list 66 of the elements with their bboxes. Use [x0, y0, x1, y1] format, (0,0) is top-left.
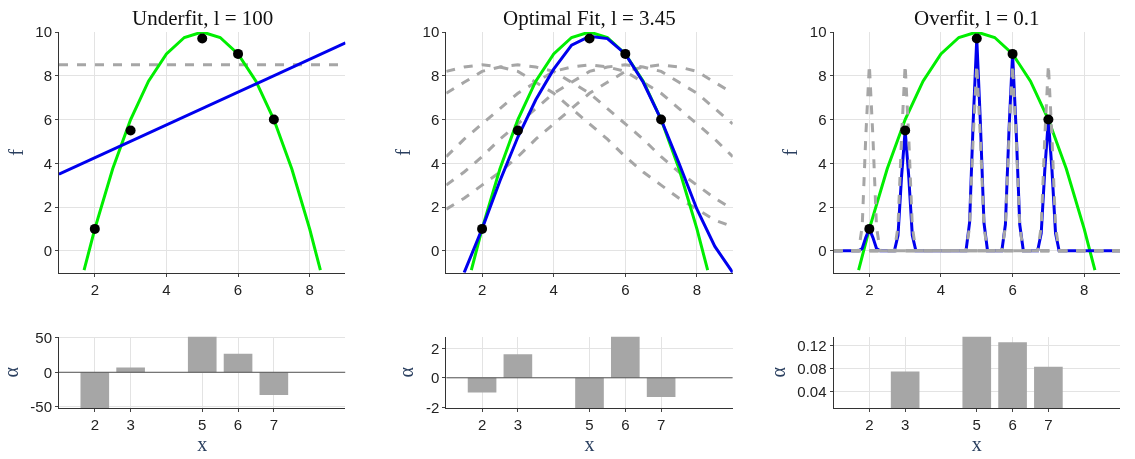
x-tick-label: 7	[656, 416, 666, 433]
chart-title: Underfit, l = 100	[132, 6, 274, 30]
x-tick-label: 6	[233, 280, 243, 298]
x-tick-label: 5	[972, 416, 981, 433]
x-tick-label: 4	[162, 280, 171, 298]
y-tick-label: 2	[818, 198, 827, 216]
y-axis-title: f	[779, 148, 802, 156]
y-axis-title: α	[766, 366, 789, 378]
x-axis-title: x	[971, 433, 982, 455]
x-tick-label: 2	[477, 280, 487, 298]
x-tick-label: 3	[900, 416, 910, 433]
x-tick-label: 8	[692, 280, 702, 298]
y-tick-label: 2	[43, 198, 52, 216]
x-tick-label: 6	[621, 280, 630, 298]
y-axis-title: α	[0, 366, 22, 378]
y-tick-label: 10	[809, 23, 827, 41]
y-tick-label: 10	[35, 23, 52, 41]
x-tick-label: 4	[549, 280, 558, 298]
x-tick-label: 6	[233, 416, 243, 433]
y-tick-label: 2	[430, 198, 440, 216]
x-tick-label: 3	[513, 416, 523, 433]
y-tick-label: 0.04	[797, 382, 827, 400]
x-tick-label: 5	[198, 416, 207, 433]
x-tick-label: 8	[1080, 280, 1089, 298]
y-tick-label: 4	[430, 154, 440, 172]
y-tick-label: 2	[430, 339, 440, 357]
y-tick-label: 4	[818, 154, 827, 172]
x-tick-label: 6	[1008, 280, 1017, 298]
y-tick-label: 4	[43, 154, 52, 172]
y-tick-label: 6	[430, 110, 440, 128]
x-tick-label: 2	[90, 416, 99, 433]
x-tick-label: 6	[1008, 416, 1017, 433]
x-tick-label: 4	[936, 280, 946, 298]
y-tick-label: 8	[430, 67, 440, 84]
x-tick-label: 6	[621, 416, 630, 433]
x-tick-label: 2	[477, 416, 487, 433]
y-axis-title: α	[395, 366, 418, 378]
x-tick-label: 2	[865, 416, 874, 433]
y-tick-label: 0	[818, 242, 827, 260]
x-tick-label: 5	[585, 416, 594, 433]
chart-title: Optimal Fit, l = 3.45	[503, 6, 676, 30]
y-tick-label: 6	[43, 110, 52, 128]
y-tick-label: 10	[422, 23, 440, 41]
y-axis-title: f	[4, 148, 27, 156]
y-tick-label: 0	[430, 242, 440, 260]
y-tick-label: -50	[30, 397, 52, 415]
y-tick-label: 0	[43, 363, 52, 381]
x-tick-label: 2	[90, 280, 99, 298]
x-tick-label: 7	[1044, 416, 1053, 433]
y-tick-label: 0.12	[797, 336, 827, 354]
y-tick-label: -2	[425, 398, 440, 416]
x-tick-label: 7	[269, 416, 279, 433]
x-tick-label: 3	[126, 416, 135, 433]
x-axis-title: x	[197, 433, 208, 455]
chart-title: Overfit, l = 0.1	[914, 6, 1040, 30]
y-tick-label: 8	[818, 67, 827, 84]
x-tick-label: 2	[865, 280, 874, 298]
y-tick-label: 0	[43, 242, 52, 260]
y-tick-label: 6	[818, 110, 827, 128]
y-tick-label: 8	[43, 67, 52, 84]
y-tick-label: 0.08	[797, 359, 827, 377]
y-tick-label: 50	[35, 329, 52, 347]
y-axis-title: f	[392, 148, 415, 156]
x-axis-title: x	[584, 433, 595, 455]
y-tick-label: 0	[430, 369, 440, 387]
x-tick-label: 8	[305, 280, 314, 298]
